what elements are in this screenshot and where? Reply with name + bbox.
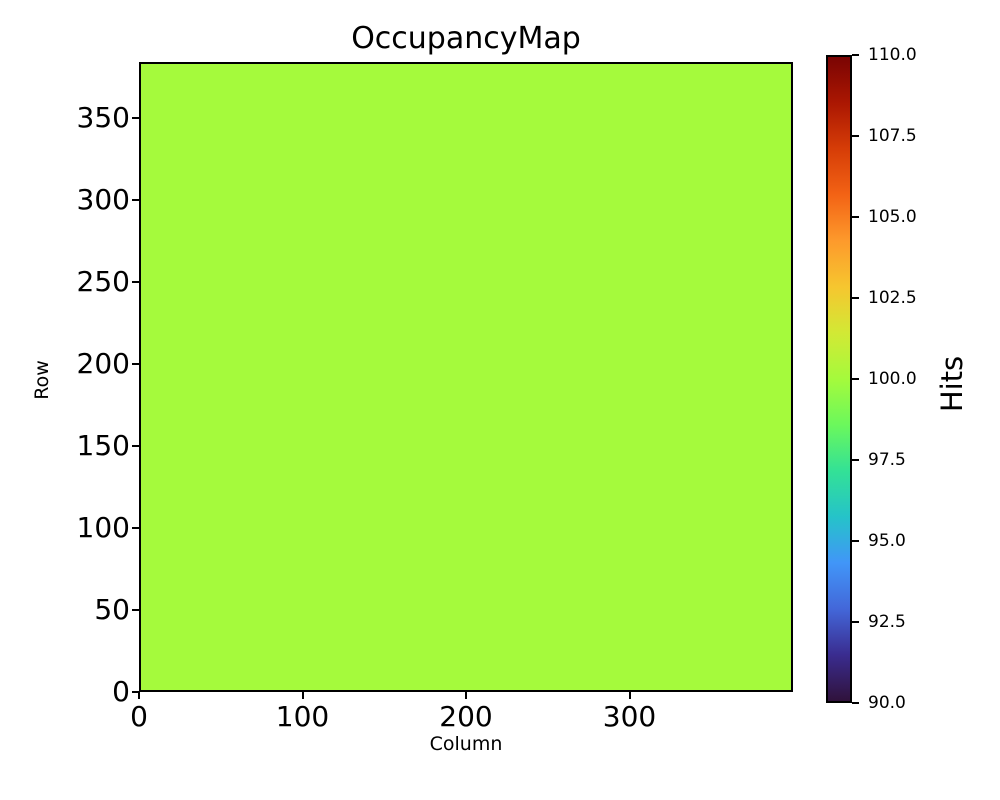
- colorbar-tick-mark: [852, 378, 859, 380]
- x-tick-mark: [138, 692, 140, 699]
- heatmap-axes: [139, 62, 793, 692]
- colorbar-tick-label: 107.5: [868, 126, 917, 146]
- x-tick-mark: [301, 692, 304, 699]
- occupancy-heatmap-image: [141, 64, 791, 690]
- colorbar-gradient: [828, 57, 850, 701]
- x-tick-label: 200: [439, 700, 493, 733]
- y-tick-label: 0: [112, 675, 130, 708]
- y-tick-label: 350: [76, 100, 130, 134]
- x-tick-label: 300: [602, 700, 657, 733]
- page-title: OccupancyMap: [351, 21, 581, 56]
- colorbar-label: Hits: [935, 355, 969, 413]
- x-axis-label: Column: [429, 733, 503, 755]
- colorbar-tick-mark: [852, 459, 859, 461]
- colorbar-tick-label: 102.5: [868, 288, 917, 308]
- colorbar-tick-label: 95.0: [868, 531, 906, 551]
- y-tick-mark: [132, 116, 139, 119]
- y-tick-mark: [132, 280, 139, 283]
- colorbar-tick-label: 100.0: [868, 369, 917, 389]
- colorbar-tick-mark: [852, 621, 859, 623]
- y-axis-label: Row: [31, 360, 53, 400]
- colorbar-tick-label: 110.0: [868, 45, 917, 65]
- colorbar-tick-mark: [852, 540, 859, 542]
- colorbar-tick-label: 90.0: [868, 693, 906, 713]
- x-tick-mark: [465, 692, 467, 699]
- y-tick-mark: [132, 198, 139, 201]
- colorbar-tick-mark: [852, 297, 859, 299]
- colorbar-tick-label: 105.0: [868, 207, 917, 227]
- x-tick-label: 0: [130, 700, 148, 733]
- y-tick-label: 100: [76, 510, 130, 544]
- y-tick-label: 200: [76, 346, 130, 380]
- y-tick-mark: [132, 691, 139, 693]
- colorbar-tick-label: 92.5: [868, 612, 906, 632]
- y-tick-mark: [132, 608, 139, 611]
- colorbar-tick-mark: [852, 702, 859, 704]
- colorbar-tick-mark: [852, 216, 859, 218]
- x-tick-label: 100: [275, 700, 330, 733]
- y-tick-label: 150: [76, 428, 130, 462]
- x-tick-mark: [628, 692, 631, 699]
- y-tick-label: 300: [76, 182, 130, 216]
- y-tick-mark: [132, 362, 139, 365]
- colorbar: [826, 55, 852, 703]
- y-tick-label: 50: [94, 592, 130, 626]
- colorbar-tick-label: 97.5: [868, 450, 906, 470]
- y-tick-mark: [132, 526, 139, 529]
- y-tick-mark: [132, 444, 139, 447]
- colorbar-tick-mark: [852, 54, 859, 56]
- y-tick-label: 250: [76, 264, 130, 298]
- colorbar-tick-mark: [852, 135, 859, 137]
